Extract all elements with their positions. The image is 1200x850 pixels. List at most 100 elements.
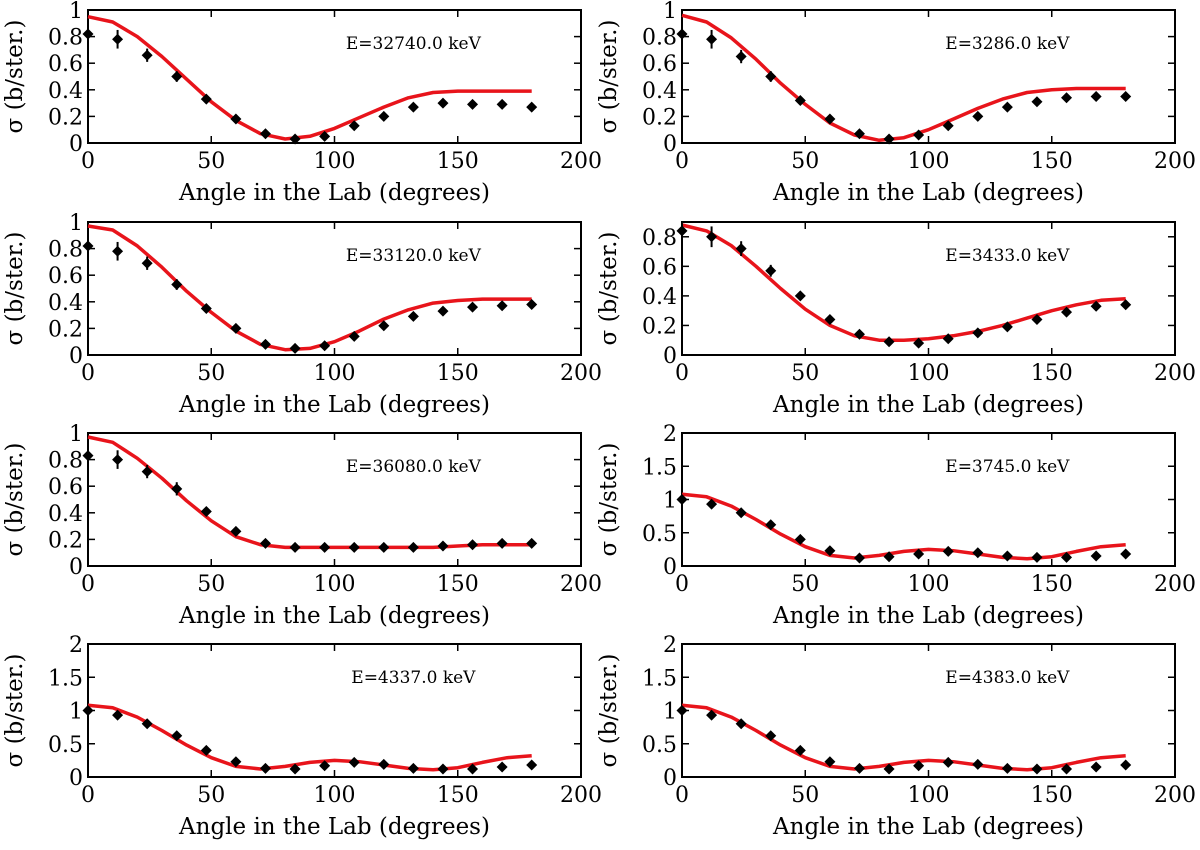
data-point xyxy=(942,120,954,132)
data-point xyxy=(141,718,153,730)
data-point xyxy=(765,730,777,742)
y-axis-title: σ (b/ster.) xyxy=(2,443,28,557)
data-point xyxy=(200,744,212,756)
y-tick-label: 0.6 xyxy=(642,255,677,280)
y-tick-label: 0.8 xyxy=(48,238,83,263)
data-point xyxy=(171,279,183,291)
data-point xyxy=(171,730,183,742)
data-point xyxy=(735,718,747,730)
x-tick-label: 200 xyxy=(560,149,602,174)
x-tick-label: 100 xyxy=(908,149,950,174)
data-point xyxy=(1061,92,1073,104)
data-point xyxy=(913,337,925,349)
y-tick-label: 0.4 xyxy=(48,291,83,316)
data-point xyxy=(883,336,895,348)
data-point xyxy=(1031,314,1043,326)
x-axis-title: Angle in the Lab (degrees) xyxy=(178,180,490,206)
data-point xyxy=(972,547,984,559)
data-point xyxy=(319,130,331,142)
panel-title: E=32740.0 keV xyxy=(346,34,482,54)
y-tick-label: 1 xyxy=(69,0,83,24)
data-point xyxy=(141,466,153,478)
plot-frame xyxy=(87,221,582,356)
data-point xyxy=(706,498,718,510)
x-axis-title: Angle in the Lab (degrees) xyxy=(772,603,1084,629)
plot-frame xyxy=(681,9,1176,144)
data-point xyxy=(853,128,865,140)
data-point xyxy=(1120,759,1132,771)
data-point xyxy=(526,537,538,549)
data-point xyxy=(794,94,806,106)
data-point xyxy=(1061,763,1073,775)
y-tick-label: 1 xyxy=(663,0,677,24)
data-point xyxy=(407,310,419,322)
y-tick-label: 1 xyxy=(663,700,677,725)
data-point xyxy=(407,762,419,774)
data-point xyxy=(141,257,153,269)
data-point xyxy=(230,756,242,768)
data-point xyxy=(171,71,183,82)
data-point xyxy=(824,756,836,768)
y-tick-label: 2 xyxy=(69,633,83,658)
data-point xyxy=(765,519,777,531)
data-point xyxy=(437,763,449,775)
data-point xyxy=(82,28,94,40)
data-point xyxy=(348,756,360,768)
x-tick-label: 0 xyxy=(675,783,689,808)
data-point xyxy=(1090,300,1102,312)
data-point xyxy=(526,101,538,113)
x-axis-title: Angle in the Lab (degrees) xyxy=(772,180,1084,206)
data-point xyxy=(378,541,390,553)
x-tick-label: 200 xyxy=(1154,783,1196,808)
y-tick-label: 0 xyxy=(663,766,677,791)
x-tick-label: 100 xyxy=(908,572,950,597)
data-point xyxy=(735,243,747,255)
data-point xyxy=(437,540,449,552)
y-tick-label: 0 xyxy=(663,132,677,157)
data-point xyxy=(82,450,94,462)
data-point xyxy=(200,93,212,105)
data-point xyxy=(1061,551,1073,563)
fit-line xyxy=(87,224,532,352)
data-point xyxy=(824,314,836,326)
data-point xyxy=(1120,548,1132,560)
data-point xyxy=(141,49,153,61)
data-point xyxy=(289,541,301,553)
x-tick-label: 150 xyxy=(437,149,479,174)
data-point xyxy=(765,71,777,82)
data-point xyxy=(676,494,688,505)
y-tick-label: 0.2 xyxy=(642,105,677,130)
data-point xyxy=(1120,299,1132,311)
y-tick-label: 0.8 xyxy=(48,449,83,474)
data-point xyxy=(794,290,806,302)
data-point xyxy=(496,300,508,312)
x-axis-title: Angle in the Lab (degrees) xyxy=(772,392,1084,418)
y-tick-label: 0.6 xyxy=(642,52,677,77)
data-point xyxy=(1090,761,1102,773)
x-tick-label: 150 xyxy=(437,361,479,386)
data-point xyxy=(824,113,836,125)
panel-title: E=4337.0 keV xyxy=(351,668,476,688)
data-point xyxy=(378,110,390,122)
data-point xyxy=(319,760,331,772)
y-tick-label: 1 xyxy=(663,489,677,514)
data-point xyxy=(1031,763,1043,775)
x-tick-label: 50 xyxy=(197,149,225,174)
y-tick-label: 0.6 xyxy=(48,264,83,289)
data-point xyxy=(496,537,508,549)
data-point xyxy=(348,541,360,553)
data-point xyxy=(348,330,360,342)
data-point xyxy=(942,756,954,768)
data-point xyxy=(794,533,806,545)
data-point xyxy=(1001,321,1013,333)
y-axis-title: σ (b/ster.) xyxy=(2,232,28,346)
data-point xyxy=(883,133,895,145)
y-tick-label: 2 xyxy=(663,422,677,447)
data-point xyxy=(319,340,331,352)
x-tick-label: 100 xyxy=(908,361,950,386)
data-point xyxy=(1120,90,1132,102)
data-point xyxy=(407,541,419,553)
